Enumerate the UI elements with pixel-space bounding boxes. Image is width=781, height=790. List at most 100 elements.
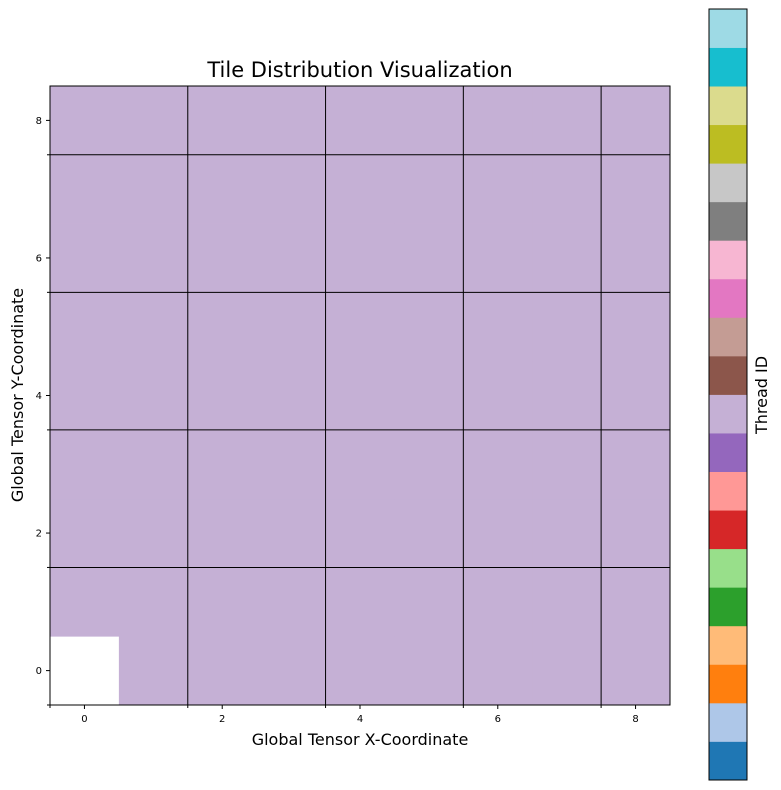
y-tick-label: 0: [36, 666, 42, 677]
heatmap-cell: [256, 223, 326, 293]
heatmap-cell: [325, 636, 395, 706]
heatmap-cell: [325, 498, 395, 568]
heatmap-cell: [463, 498, 533, 568]
colorbar-segment: [709, 278, 747, 318]
heatmap-cell: [532, 292, 602, 362]
x-axis-label: Global Tensor X-Coordinate: [252, 730, 469, 749]
heatmap-cell: [532, 223, 602, 293]
heatmap-cell: [463, 292, 533, 362]
colorbar-segment: [709, 664, 747, 704]
x-tick-label: 8: [632, 714, 638, 725]
heatmap-cell: [256, 154, 326, 224]
colorbar-segment: [709, 201, 747, 241]
colorbar-segment: [709, 548, 747, 588]
heatmap-cell: [394, 498, 464, 568]
heatmap-cell: [394, 223, 464, 293]
heatmap-cell: [601, 636, 671, 706]
heatmap-cell: [50, 292, 120, 362]
colorbar-segment: [709, 47, 747, 87]
heatmap-cell: [118, 636, 189, 706]
x-axis: 0 2 4 6 8: [49, 705, 639, 725]
heatmap-cell: [256, 292, 326, 362]
heatmap-cell: [256, 567, 326, 637]
heatmap-cell: [394, 361, 464, 431]
heatmap-cell: [601, 86, 671, 156]
colorbar-segment: [709, 9, 747, 48]
x-tick-label: 0: [81, 714, 87, 725]
heatmap-cell: [187, 154, 258, 224]
heatmap-cell: [187, 361, 258, 431]
heatmap-cell: [601, 223, 671, 293]
colorbar-segments: [709, 9, 747, 781]
heatmap-cell: [394, 86, 464, 156]
heatmap-cell: [256, 429, 326, 500]
colorbar-segment: [709, 587, 747, 627]
heatmap-cell: [532, 154, 602, 224]
heatmap-cell: [463, 361, 533, 431]
colorbar-segment: [709, 394, 747, 434]
heatmap-cell: [187, 498, 258, 568]
heatmap-cell: [50, 86, 120, 156]
heatmap-cell: [532, 636, 602, 706]
heatmap-cell: [118, 86, 189, 156]
heatmap-cell: [325, 154, 395, 224]
heatmap-cell: [187, 223, 258, 293]
colorbar-segment: [709, 702, 747, 742]
heatmap-cell: [532, 567, 602, 637]
heatmap-cell: [325, 429, 395, 500]
heatmap-cell: [187, 636, 258, 706]
x-tick-label: 2: [219, 714, 225, 725]
colorbar-segment: [709, 163, 747, 203]
heatmap-cell: [50, 498, 120, 568]
heatmap-cell: [118, 567, 189, 637]
heatmap-cell: [532, 498, 602, 568]
heatmap-cell: [50, 429, 120, 500]
heatmap-cells: [50, 86, 671, 706]
tile-boundaries: [50, 86, 670, 705]
heatmap-cell: [601, 361, 671, 431]
colorbar-frame: [708, 8, 748, 781]
heatmap-cell: [187, 429, 258, 500]
heatmap-cell: [256, 636, 326, 706]
heatmap-cell: [118, 361, 189, 431]
heatmap-cell: [463, 154, 533, 224]
y-axis-label: Global Tensor Y-Coordinate: [8, 288, 27, 502]
heatmap-cell: [50, 567, 120, 637]
y-tick-label: 4: [36, 391, 42, 402]
heatmap-cell: [394, 292, 464, 362]
heatmap-cell: [601, 498, 671, 568]
colorbar-segment: [709, 471, 747, 511]
heatmap-cell-empty: [50, 636, 120, 706]
heatmap-cell: [118, 154, 189, 224]
colorbar-segment: [709, 625, 747, 665]
heatmap-cell: [532, 361, 602, 431]
heatmap-cell: [118, 498, 189, 568]
heatmap-cell: [601, 292, 671, 362]
heatmap-cell: [50, 361, 120, 431]
heatmap-cell: [532, 86, 602, 156]
heatmap-cell: [118, 223, 189, 293]
y-tick-label: 2: [36, 529, 42, 540]
plot-area: [49, 85, 671, 706]
heatmap-cell: [118, 292, 189, 362]
heatmap-cell: [50, 223, 120, 293]
heatmap-cell: [187, 86, 258, 156]
heatmap-cell: [325, 223, 395, 293]
heatmap-cell: [187, 567, 258, 637]
heatmap-cell: [463, 86, 533, 156]
heatmap-cell: [463, 567, 533, 637]
heatmap-cell: [325, 361, 395, 431]
heatmap-cell: [601, 567, 671, 637]
heatmap-cell: [325, 567, 395, 637]
heatmap-cell: [394, 429, 464, 500]
y-tick-label: 6: [36, 253, 42, 264]
heatmap-cell: [256, 498, 326, 568]
colorbar-segment: [709, 124, 747, 164]
heatmap-cell: [394, 567, 464, 637]
x-tick-label: 6: [495, 714, 501, 725]
colorbar-segment: [709, 510, 747, 550]
colorbar-segment: [709, 317, 747, 357]
colorbar-label: Thread ID: [752, 356, 771, 435]
colorbar-segment: [709, 355, 747, 395]
